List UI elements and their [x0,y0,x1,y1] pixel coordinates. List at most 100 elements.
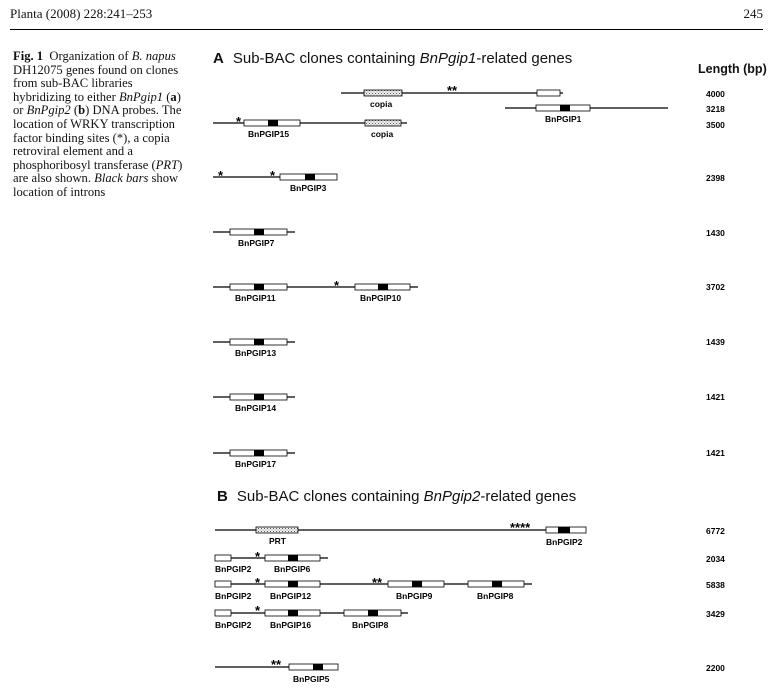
gene-label-bnpgip8: BnPGIP8 [477,591,514,601]
header-rule [10,29,763,30]
gene-label-bnpgip2: BnPGIP2 [215,564,252,574]
gene-box [536,89,561,97]
gene-label-bnpgip5: BnPGIP5 [293,674,330,684]
caption-text-3: ( [166,89,171,104]
gene-box [214,554,232,562]
panel-a-title-gene: BnPgip1 [420,50,477,67]
copia-label: copia [371,129,393,139]
wrky-site-mark: ** [447,83,458,98]
intron-bar [368,610,378,616]
caption-text-4: ) or [13,89,181,118]
length-a1: 4000 [706,89,725,99]
wrky-site-mark: * [270,168,276,183]
clone-b1: **** PRT BnPGIP2 6772 [215,520,725,547]
length-b5: 2200 [706,663,725,673]
length-a3: 3500 [706,120,725,130]
caption-gene2: BnPgip2 [26,103,71,118]
length-a8: 1421 [706,392,725,402]
clone-a5: BnPGIP7 1430 [213,228,725,248]
clone-a3: * BnPGIP15 copia 3500 [213,114,725,139]
intron-bar [254,284,264,290]
gene-label-bnpgip10: BnPGIP10 [360,293,401,303]
gene-label-bnpgip16: BnPGIP16 [270,620,311,630]
clone-a7: BnPGIP13 1439 [213,337,725,358]
length-b2: 2034 [706,554,725,564]
length-a6: 3702 [706,282,725,292]
gene-label-bnpgip1: BnPGIP1 [545,114,582,124]
intron-bar [254,229,264,235]
length-b1: 6772 [706,526,725,536]
intron-bar [492,581,502,587]
intron-bar [288,610,298,616]
panel-b-title-gene: BnPgip2 [424,488,481,505]
intron-bar [254,450,264,456]
wrky-site-mark: **** [510,520,531,535]
length-a2: 3218 [706,104,725,114]
gene-label-bnpgip2: BnPGIP2 [215,620,252,630]
panel-a-title: A Sub-BAC clones containing BnPgip1-relat… [213,50,572,67]
length-a4: 2398 [706,173,725,183]
caption-text-1: Organization of [49,49,129,63]
intron-bar [558,527,570,533]
panel-b-title-pre: Sub-BAC clones containing [237,488,424,505]
caption-text-6: ) DNA probes. The location of WRKY trans… [13,103,182,172]
intron-bar [254,339,264,345]
copia-element [364,119,402,127]
length-b4: 3429 [706,609,725,619]
caption-species: B. napus [131,49,176,63]
panel-b-letter: B [217,488,228,505]
copia-element [363,89,403,97]
figure-caption: Fig. 1 Organization of B. napus DH12075 … [13,49,185,200]
length-a5: 1430 [706,228,725,238]
panel-b-title: B Sub-BAC clones containing BnPgip2-relat… [217,488,576,505]
prt-label: PRT [269,536,287,546]
clone-a2: BnPGIP1 3218 [505,104,725,124]
clone-b3: * ** BnPGIP2 BnPGIP12 BnPGIP9 BnPGIP8 58… [214,575,725,601]
caption-text-5: ( [73,103,79,118]
length-a7: 1439 [706,337,725,347]
intron-bar [378,284,388,290]
clone-b5: ** BnPGIP5 2200 [215,657,725,684]
intron-bar [288,555,298,561]
panel-b-title-post: -related genes [480,488,576,505]
caption-panel-b: b [78,103,86,118]
length-a9: 1421 [706,448,725,458]
caption-text-2: DH12075 genes found on clones from sub-B… [13,62,179,104]
caption-fig-label: Fig. 1 [13,49,44,63]
clone-b2: * BnPGIP2 BnPGIP6 2034 [214,549,725,574]
caption-text-8: show location of introns [13,171,179,199]
intron-bar [288,581,298,587]
caption-black-bars: Black bars [94,171,149,186]
clone-a4: * * BnPGIP3 2398 [213,168,725,193]
wrky-site-mark: * [334,278,340,293]
gene-label-bnpgip17: BnPGIP17 [235,459,276,469]
copia-label: copia [370,99,392,109]
wrky-site-mark: * [255,603,261,618]
gene-label-bnpgip9: BnPGIP9 [396,591,433,601]
caption-prt: PRT [155,157,179,172]
length-b3: 5838 [706,580,725,590]
clone-a8: BnPGIP14 1421 [213,392,725,413]
wrky-site-mark: * [255,549,261,564]
gene-box [214,580,232,588]
gene-label-bnpgip13: BnPGIP13 [235,348,276,358]
intron-bar [560,105,570,111]
gene-label-bnpgip2: BnPGIP2 [215,591,252,601]
gene-label-bnpgip7: BnPGIP7 [238,238,275,248]
clone-b4: * BnPGIP2 BnPGIP16 BnPGIP8 3429 [214,603,725,630]
intron-bar [313,664,323,670]
page-number: 245 [743,6,764,21]
caption-gene1: BnPgip1 [118,89,164,104]
wrky-site-mark: ** [372,575,383,590]
prt-element [255,526,299,534]
wrky-site-mark: * [255,575,261,590]
panel-a-title-post: -related genes [476,50,572,67]
intron-bar [268,120,278,126]
clone-a6: * BnPGIP11 BnPGIP10 3702 [213,278,725,303]
clone-a9: BnPGIP17 1421 [213,448,725,469]
intron-bar [254,394,264,400]
intron-bar [305,174,315,180]
intron-bar [412,581,422,587]
wrky-site-mark: ** [271,657,282,672]
